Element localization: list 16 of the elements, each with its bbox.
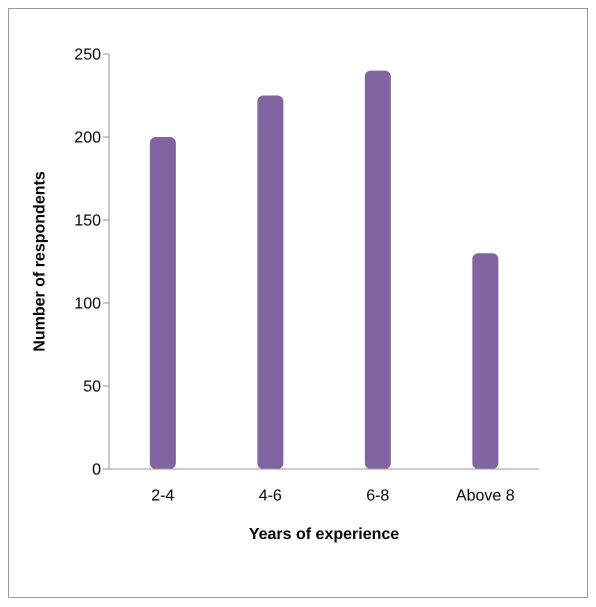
y-tick-label: 150 <box>74 212 102 230</box>
y-tick-label: 100 <box>74 296 102 313</box>
bar <box>472 253 498 469</box>
x-axis-title: Years of experience <box>248 526 400 543</box>
x-tick-label: Above 8 <box>456 487 515 504</box>
y-tick-label: 200 <box>74 130 102 147</box>
bar <box>257 96 284 469</box>
x-tick-label: 6-8 <box>366 487 390 504</box>
y-tick-label: 50 <box>83 378 102 396</box>
x-tick-label: 2-4 <box>151 487 174 504</box>
y-axis-title: Number of respondents <box>32 171 49 352</box>
y-tick-label: 250 <box>74 46 102 64</box>
y-tick-label: 0 <box>92 462 102 479</box>
bar <box>364 70 391 469</box>
x-tick-label: 4-6 <box>258 487 282 504</box>
bar <box>150 137 176 469</box>
